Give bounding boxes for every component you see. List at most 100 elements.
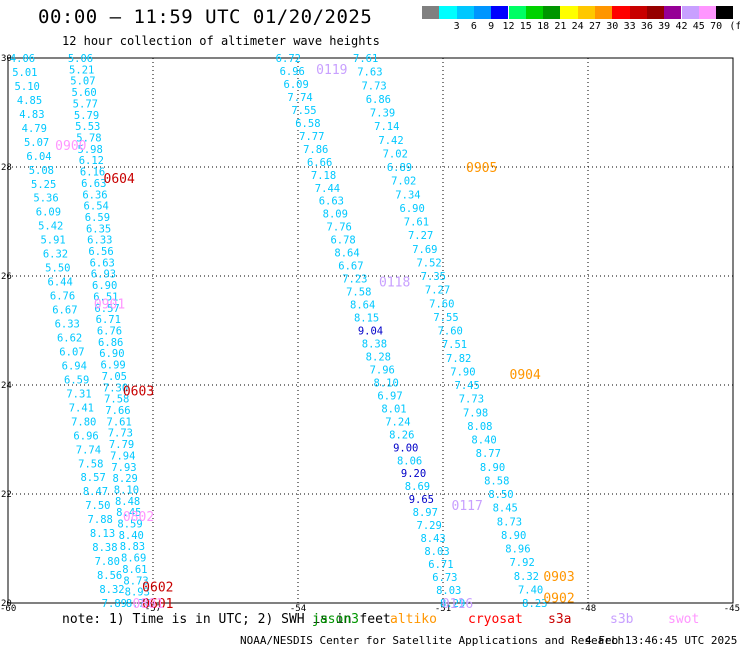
colorbar-swatch (664, 6, 682, 19)
wave-height-value: 7.61 (353, 53, 378, 65)
wave-height-value: 7.86 (303, 144, 328, 156)
wave-height-value: 7.61 (404, 217, 429, 229)
wave-height-value: 5.01 (12, 67, 37, 79)
y-tick-label: 30 (1, 54, 12, 64)
colorbar-swatch (577, 6, 595, 19)
wave-height-value: 7.98 (463, 407, 488, 419)
wave-height-value: 7.55 (433, 312, 458, 324)
wave-height-value: 8.69 (405, 481, 430, 493)
wave-height-value: 7.02 (383, 148, 408, 160)
x-tick-label: -54 (290, 604, 306, 612)
wave-height-value: 7.02 (391, 176, 416, 188)
pass-time-label: 0602 (142, 581, 173, 596)
wave-height-value: 7.80 (95, 556, 120, 568)
wave-height-value: 7.73 (459, 394, 484, 406)
footnote: note: 1) Time is in UTC; 2) SWH is in fe… (62, 612, 391, 627)
x-tick-label: -51 (435, 604, 451, 612)
wave-height-value: 8.29 (113, 473, 138, 485)
wave-height-value: 6.93 (91, 269, 116, 281)
wave-height-value: 7.27 (425, 285, 450, 297)
wave-height-value: 6.86 (366, 94, 391, 106)
wave-height-value: 8.73 (123, 575, 148, 587)
colorbar-swatch (629, 6, 647, 19)
wave-height-value: 6.67 (52, 305, 77, 317)
wave-height-value: 6.09 (284, 79, 309, 91)
wave-height-value: 6.59 (64, 374, 89, 386)
wave-height-value: 8.40 (471, 435, 496, 447)
wave-height-value: 6.72 (276, 53, 301, 65)
wave-height-value: 8.50 (488, 489, 513, 501)
wave-height-value: 7.51 (442, 339, 467, 351)
wave-height-value: 8.10 (374, 377, 399, 389)
y-tick-label: 20 (1, 599, 12, 609)
colorbar-swatch (698, 6, 717, 19)
wave-height-value: 6.67 (338, 261, 363, 273)
satellite-legend-item: s3a (548, 612, 572, 627)
colorbar-label: 36 (640, 21, 653, 32)
wave-height-value: 6.66 (307, 157, 332, 169)
colorbar-label: 15 (519, 21, 532, 32)
y-tick-label: 24 (1, 381, 12, 391)
wave-height-value: 6.56 (88, 246, 113, 258)
wave-height-value: 8.59 (117, 519, 142, 531)
wave-height-value: 4.83 (19, 109, 44, 121)
pass-time-label: 0118 (379, 275, 410, 290)
wave-height-value: 7.55 (291, 105, 316, 117)
wave-height-value: 6.36 (82, 189, 107, 201)
wave-height-value: 9.00 (393, 442, 418, 454)
wave-height-value: 7.80 (71, 416, 96, 428)
wave-height-value: 8.15 (354, 313, 379, 325)
wave-height-value: 6.54 (84, 201, 109, 213)
y-tick-label: 22 (1, 490, 12, 500)
pass-time-label: 0905 (466, 161, 497, 176)
wave-height-value: 5.10 (15, 81, 40, 93)
wave-height-value: 8.93 (125, 587, 150, 599)
wave-height-value: 7.74 (287, 92, 312, 104)
wave-height-value: 6.33 (55, 319, 80, 331)
wave-height-value: 8.32 (514, 571, 539, 583)
pass-time-label: 0117 (452, 499, 483, 514)
wave-height-value: 5.06 (68, 53, 93, 65)
wave-height-value: 6.73 (432, 572, 457, 584)
pass-time-label: 0901 (94, 297, 125, 312)
wave-height-value: 7.96 (370, 364, 395, 376)
colorbar-label: 30 (606, 21, 619, 32)
wave-height-value: 7.35 (421, 271, 446, 283)
wave-height-value: 6.09 (36, 207, 61, 219)
wave-height-value: 7.30 (103, 382, 128, 394)
satellite-legend-item: jason3 (312, 612, 359, 627)
colorbar-unit-label: (ft) (729, 21, 740, 32)
wave-height-value: 8.56 (97, 570, 122, 582)
pass-time-label: 0802 (123, 510, 154, 525)
wave-height-value: 6.57 (94, 303, 119, 315)
wave-height-value: 5.79 (74, 110, 99, 122)
wave-height-value: 8.09 (323, 209, 348, 221)
y-tick-label: 26 (1, 272, 12, 282)
wave-height-value: 8.08 (467, 421, 492, 433)
wave-height-value: 7.79 (109, 439, 134, 451)
wave-height-value: 6.99 (100, 360, 125, 372)
wave-height-value: 7.27 (408, 230, 433, 242)
chart-subtitle: 12 hour collection of altimeter wave hei… (62, 34, 380, 48)
colorbar-label: 9 (488, 21, 495, 32)
wave-height-value: 6.62 (57, 332, 82, 344)
wave-height-value: 8.97 (413, 507, 438, 519)
wave-height-value: 6.51 (93, 291, 118, 303)
wave-height-value: 4.79 (22, 123, 47, 135)
wave-height-value: 8.76 (126, 598, 151, 610)
wave-height-value: 5.25 (31, 179, 56, 191)
wave-height-value: 7.39 (370, 108, 395, 120)
wave-height-value: 5.91 (40, 235, 65, 247)
wave-height-value: 8.10 (114, 484, 139, 496)
wave-height-value: 7.18 (311, 170, 336, 182)
wave-height-value: 8.57 (80, 472, 105, 484)
wave-height-value: 9.20 (401, 468, 426, 480)
wave-height-value: 7.73 (361, 80, 386, 92)
colorbar-swatch (543, 6, 561, 19)
wave-height-value: 8.64 (350, 300, 375, 312)
colorbar-label: 21 (554, 21, 567, 32)
colorbar-swatch (560, 6, 578, 19)
colorbar-swatch (491, 6, 509, 19)
wave-height-value: 6.78 (330, 235, 355, 247)
wave-height-value: 7.63 (357, 67, 382, 79)
